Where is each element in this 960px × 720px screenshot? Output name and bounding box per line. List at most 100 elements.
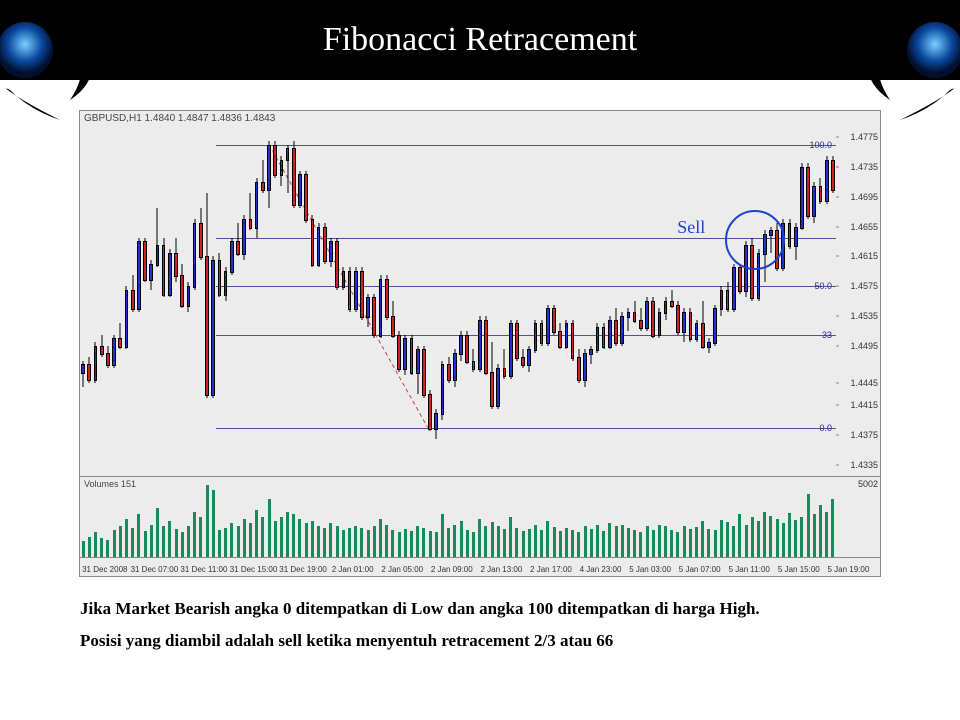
- volume-bar: [230, 523, 233, 557]
- candle: [515, 126, 519, 476]
- volume-bar: [218, 530, 221, 557]
- volume-bar: [255, 510, 258, 557]
- candle: [106, 126, 110, 476]
- candle: [236, 126, 240, 476]
- volume-bar: [509, 517, 512, 558]
- price-panel[interactable]: 100.050.0330.0Sell 1.47751.47351.46951.4…: [80, 126, 880, 477]
- volume-bar: [317, 526, 320, 558]
- candle: [323, 126, 327, 476]
- x-tick: 2 Jan 09:00: [431, 565, 473, 574]
- candle: [218, 126, 222, 476]
- volume-bar: [621, 525, 624, 557]
- candle: [459, 126, 463, 476]
- x-tick: 2 Jan 17:00: [530, 565, 572, 574]
- candle: [757, 126, 761, 476]
- candle: [571, 126, 575, 476]
- volume-bar: [249, 523, 252, 557]
- volume-bar: [664, 526, 667, 557]
- candle: [286, 126, 290, 476]
- volume-bar: [615, 526, 618, 557]
- volume-bar: [410, 531, 413, 557]
- volume-bar: [422, 528, 425, 557]
- ornament-right: [850, 0, 960, 130]
- volume-bar: [280, 517, 283, 558]
- volume-bar: [453, 525, 456, 557]
- volume-panel[interactable]: Volumes 151 5002: [80, 477, 880, 558]
- volume-bar: [156, 508, 159, 558]
- volume-bar: [794, 520, 797, 557]
- candle: [583, 126, 587, 476]
- candle: [162, 126, 166, 476]
- volume-bar: [137, 514, 140, 557]
- candle: [812, 126, 816, 476]
- candle: [335, 126, 339, 476]
- volume-bar: [726, 522, 729, 557]
- candle: [342, 126, 346, 476]
- candle: [558, 126, 562, 476]
- candle: [490, 126, 494, 476]
- candle: [304, 126, 308, 476]
- volume-bar: [515, 528, 518, 557]
- x-tick: 5 Jan 19:00: [827, 565, 869, 574]
- y-tick: 1.4415: [850, 400, 878, 410]
- volume-bar: [633, 530, 636, 557]
- x-tick: 2 Jan 01:00: [332, 565, 374, 574]
- candle: [478, 126, 482, 476]
- candle: [589, 126, 593, 476]
- volume-bar: [695, 527, 698, 557]
- candle: [521, 126, 525, 476]
- candle: [763, 126, 767, 476]
- candle: [385, 126, 389, 476]
- y-tick: 1.4445: [850, 378, 878, 388]
- candle: [701, 126, 705, 476]
- candle: [447, 126, 451, 476]
- candle: [651, 126, 655, 476]
- candle: [509, 126, 513, 476]
- y-tick: 1.4615: [850, 251, 878, 261]
- volume-bar: [546, 521, 549, 557]
- volume-bar: [168, 521, 171, 557]
- candle: [707, 126, 711, 476]
- candle: [242, 126, 246, 476]
- fib-line: [216, 145, 836, 146]
- volume-bar: [286, 512, 289, 557]
- time-x-axis: 31 Dec 200831 Dec 07:0031 Dec 11:0031 De…: [80, 558, 880, 576]
- volume-bar: [757, 521, 760, 557]
- candle: [372, 126, 376, 476]
- candle: [713, 126, 717, 476]
- candle: [224, 126, 228, 476]
- volume-bar: [268, 499, 271, 558]
- candle: [825, 126, 829, 476]
- candle: [633, 126, 637, 476]
- volume-bar: [745, 525, 748, 557]
- volume-bar: [348, 528, 351, 557]
- candle: [788, 126, 792, 476]
- candle: [750, 126, 754, 476]
- volume-bar: [329, 523, 332, 557]
- candle: [422, 126, 426, 476]
- volume-bar: [800, 517, 803, 558]
- x-tick: 31 Dec 11:00: [180, 565, 227, 574]
- volume-bar: [553, 527, 556, 557]
- volume-bar: [528, 529, 531, 557]
- caption-block: Jika Market Bearish angka 0 ditempatkan …: [80, 597, 880, 653]
- volume-bar: [106, 540, 109, 557]
- x-tick: 31 Dec 19:00: [279, 565, 327, 574]
- candle: [664, 126, 668, 476]
- title-bar: Fibonacci Retracement: [0, 0, 960, 80]
- x-tick: 31 Dec 07:00: [131, 565, 179, 574]
- candle: [689, 126, 693, 476]
- volume-bar: [559, 531, 562, 557]
- candle: [602, 126, 606, 476]
- volume-bar: [720, 520, 723, 557]
- y-tick: 1.4735: [850, 162, 878, 172]
- candle: [403, 126, 407, 476]
- x-tick: 5 Jan 11:00: [729, 565, 770, 574]
- candle: [472, 126, 476, 476]
- volume-bar: [416, 526, 419, 558]
- volume-bar: [584, 526, 587, 558]
- y-tick: 1.4695: [850, 192, 878, 202]
- x-tick: 5 Jan 15:00: [778, 565, 820, 574]
- x-tick: 2 Jan 05:00: [381, 565, 423, 574]
- y-tick: 1.4775: [850, 132, 878, 142]
